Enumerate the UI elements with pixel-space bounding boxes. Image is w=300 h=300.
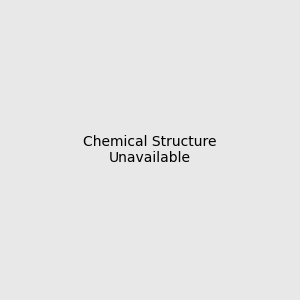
- Text: Chemical Structure
Unavailable: Chemical Structure Unavailable: [83, 135, 217, 165]
